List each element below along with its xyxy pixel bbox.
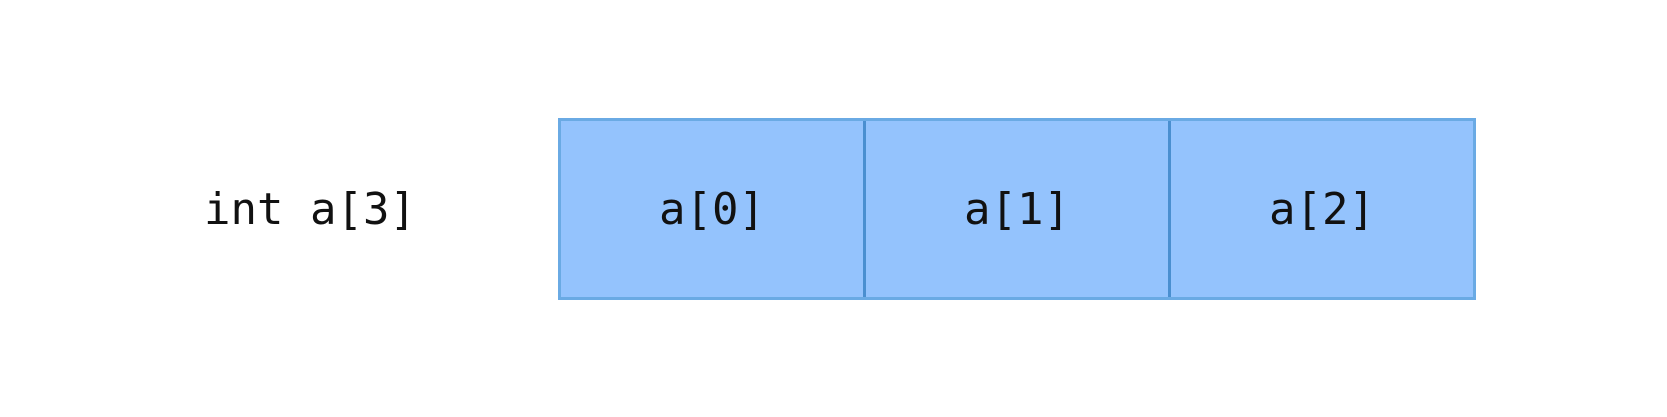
array-cell-1: a[1] (863, 121, 1168, 297)
array-cell-2: a[2] (1168, 121, 1473, 297)
array-declaration: int a[3] (204, 183, 416, 235)
array-memory-block: a[0] a[1] a[2] (558, 118, 1476, 300)
array-cell-0: a[0] (659, 183, 765, 235)
